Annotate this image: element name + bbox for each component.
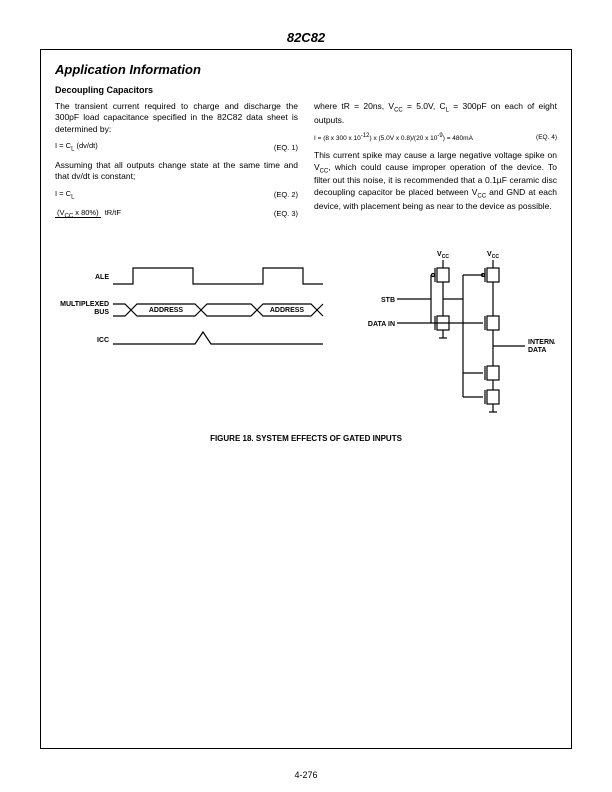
label-addr-1: ADDRESS xyxy=(149,307,184,314)
timing-and-circuit-diagram: ALE MULTIPLEXED BUS ADDRESS ADDRESS ICC xyxy=(55,246,557,426)
eq4b: ) x (5.0V x 0.8)/(20 x 10 xyxy=(369,135,437,142)
label-vcc-1: VCC xyxy=(437,251,449,260)
two-column-body: The transient current required to charge… xyxy=(55,101,557,226)
eq2-lhs: I = C xyxy=(55,189,71,198)
eq1-lhs: I = C xyxy=(55,141,71,150)
label-mux2: BUS xyxy=(94,309,109,316)
label-addr-2: ADDRESS xyxy=(270,307,305,314)
section-title: Application Information xyxy=(55,62,557,77)
eq3-top-sub: CC xyxy=(65,213,74,219)
equation-1: I = CL (dv/dt) (EQ. 1) xyxy=(55,141,298,154)
label-vcc-2: VCC xyxy=(487,251,499,260)
label-icc: ICC xyxy=(97,337,109,344)
subsection-title: Decoupling Capacitors xyxy=(55,85,557,95)
equation-2: I = CL (EQ. 2) xyxy=(55,189,298,202)
rp2s2: CC xyxy=(477,194,486,200)
eq2-label: (EQ. 2) xyxy=(266,190,298,200)
eq3-top-a: (V xyxy=(57,208,65,217)
rp1b: = 5.0V, C xyxy=(403,101,446,111)
eq1-rhs: (dv/dt) xyxy=(74,141,97,150)
eq3-top-b: x 80%) xyxy=(73,208,98,217)
eq2-sub: L xyxy=(71,194,74,200)
label-internal2: DATA xyxy=(528,347,546,354)
page-number: 4-276 xyxy=(0,770,612,780)
equation-4: I = (8 x 300 x 10-12) x (5.0V x 0.8)/(20… xyxy=(314,132,557,144)
label-datain: DATA IN xyxy=(368,321,395,328)
right-column: where tR = 20ns, VCC = 5.0V, CL = 300pF … xyxy=(314,101,557,226)
label-ale: ALE xyxy=(95,274,109,281)
left-p2: Assuming that all outputs change state a… xyxy=(55,160,298,183)
diagram-svg: ALE MULTIPLEXED BUS ADDRESS ADDRESS ICC xyxy=(55,246,555,426)
eq4c: ) = 480mA xyxy=(443,135,473,142)
eq3-label: (EQ. 3) xyxy=(266,209,298,219)
right-p2: This current spike may cause a large neg… xyxy=(314,150,557,212)
left-column: The transient current required to charge… xyxy=(55,101,298,226)
left-p1: The transient current required to charge… xyxy=(55,101,298,135)
page-header-part: 82C82 xyxy=(40,30,572,45)
eq4a: I = (8 x 300 x 10 xyxy=(314,135,361,142)
label-mux1: MULTIPLEXED xyxy=(60,301,109,308)
content-frame: Application Information Decoupling Capac… xyxy=(40,49,572,749)
eq4-label: (EQ. 4) xyxy=(528,134,557,143)
right-p1: where tR = 20ns, VCC = 5.0V, CL = 300pF … xyxy=(314,101,557,126)
label-stb: STB xyxy=(381,297,395,304)
eq1-label: (EQ. 1) xyxy=(266,143,298,153)
rp1s1: CC xyxy=(394,108,403,114)
label-internal1: INTERNAL xyxy=(528,339,555,346)
equation-3: (VCC x 80%) tR/tF (EQ. 3) xyxy=(55,208,298,221)
rp1a: where tR = 20ns, V xyxy=(314,101,394,111)
figure-caption: FIGURE 18. SYSTEM EFFECTS OF GATED INPUT… xyxy=(55,434,557,443)
eq3-bot: tR/tF xyxy=(103,208,123,217)
